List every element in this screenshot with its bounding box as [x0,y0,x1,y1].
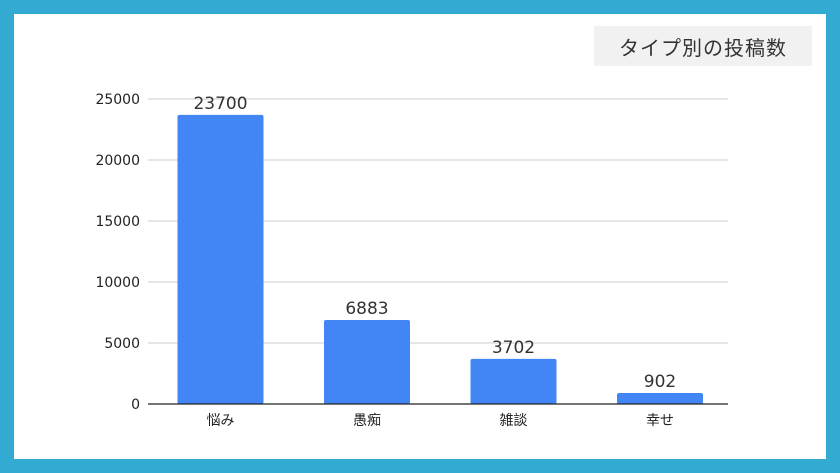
y-tick-label: 20000 [95,153,140,169]
y-tick-label: 25000 [95,92,140,108]
category-label: 雑談 [500,413,528,429]
data-label: 23700 [193,94,247,114]
data-label: 3702 [492,338,535,358]
y-tick-label: 15000 [95,214,140,230]
y-tick-label: 5000 [104,336,140,352]
bars [177,114,703,405]
y-tick-label: 0 [131,397,140,413]
data-labels: 23700 6883 3702 902 [193,94,676,392]
bar [324,320,410,404]
data-label: 902 [644,372,676,392]
category-label: 幸せ [646,413,674,429]
bar [470,358,557,404]
bar [617,392,703,404]
data-label: 6883 [345,299,388,319]
x-axis-category-labels: 悩み 愚痴 雑談 幸せ [207,413,675,429]
category-label: 愚痴 [353,413,381,429]
category-label: 悩み [207,413,235,429]
y-tick-label: 10000 [95,275,140,291]
bar [177,114,264,405]
chart-title: タイプ別の投稿数 [594,26,812,66]
y-axis-tick-labels: 0 5000 10000 15000 20000 25000 [95,92,140,413]
